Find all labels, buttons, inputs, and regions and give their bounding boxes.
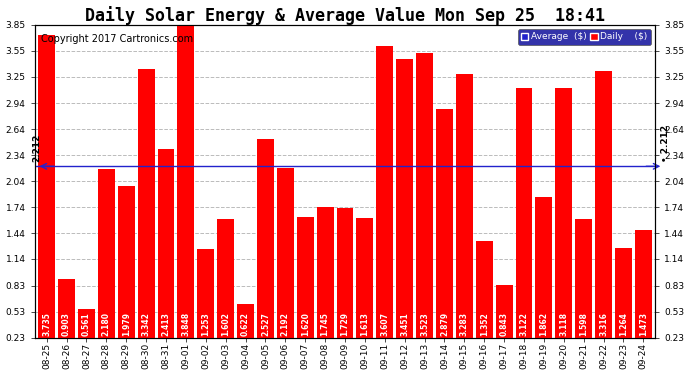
Bar [157, 149, 175, 357]
Text: 3.122: 3.122 [520, 312, 529, 336]
Bar [197, 249, 214, 357]
Text: 2.527: 2.527 [261, 312, 270, 336]
Title: Daily Solar Energy & Average Value Mon Sep 25  18:41: Daily Solar Energy & Average Value Mon S… [85, 6, 605, 24]
Bar [376, 46, 393, 357]
Bar [535, 196, 553, 357]
Text: 3.283: 3.283 [460, 312, 469, 336]
Text: 3.735: 3.735 [42, 312, 51, 336]
Bar [456, 74, 473, 357]
Text: 1.620: 1.620 [301, 312, 310, 336]
Text: 3.607: 3.607 [380, 312, 389, 336]
Bar [98, 169, 115, 357]
Text: 1.473: 1.473 [639, 312, 648, 336]
Text: 2.192: 2.192 [281, 312, 290, 336]
Text: 3.118: 3.118 [560, 312, 569, 336]
Text: • 2.212: • 2.212 [661, 125, 670, 162]
Bar [257, 139, 274, 357]
Legend: Average  ($), Daily    ($): Average ($), Daily ($) [518, 29, 651, 45]
Bar [615, 248, 632, 357]
Text: 1.979: 1.979 [121, 312, 130, 336]
Text: 1.862: 1.862 [540, 312, 549, 336]
Text: 1.352: 1.352 [480, 312, 489, 336]
Bar [357, 218, 373, 357]
Text: 1.602: 1.602 [221, 312, 230, 336]
Bar [78, 309, 95, 357]
Text: 2.413: 2.413 [161, 312, 170, 336]
Bar [515, 88, 533, 357]
Text: 3.451: 3.451 [400, 312, 409, 336]
Text: 1.729: 1.729 [340, 312, 350, 336]
Bar [555, 88, 572, 357]
Bar [396, 59, 413, 357]
Bar [297, 217, 314, 357]
Bar [575, 219, 592, 357]
Text: 1.264: 1.264 [619, 312, 628, 336]
Text: 2.212: 2.212 [32, 134, 41, 162]
Text: 2.180: 2.180 [102, 312, 111, 336]
Text: 1.253: 1.253 [201, 312, 210, 336]
Bar [277, 168, 294, 357]
Bar [118, 186, 135, 357]
Text: 3.848: 3.848 [181, 312, 190, 336]
Text: 0.843: 0.843 [500, 312, 509, 336]
Bar [58, 279, 75, 357]
Bar [137, 69, 155, 357]
Text: 0.903: 0.903 [62, 312, 71, 336]
Text: 3.523: 3.523 [420, 312, 429, 336]
Text: 1.598: 1.598 [579, 312, 588, 336]
Bar [416, 53, 433, 357]
Text: Copyright 2017 Cartronics.com: Copyright 2017 Cartronics.com [41, 34, 193, 44]
Bar [217, 219, 234, 357]
Bar [317, 207, 333, 357]
Bar [337, 208, 353, 357]
Bar [436, 109, 453, 357]
Text: 1.613: 1.613 [360, 312, 369, 336]
Text: 2.879: 2.879 [440, 312, 449, 336]
Text: 3.342: 3.342 [141, 312, 150, 336]
Text: 0.561: 0.561 [82, 312, 91, 336]
Bar [595, 71, 612, 357]
Bar [635, 230, 652, 357]
Text: 1.745: 1.745 [321, 312, 330, 336]
Text: 3.316: 3.316 [599, 312, 608, 336]
Bar [476, 241, 493, 357]
Bar [177, 25, 195, 357]
Bar [38, 34, 55, 357]
Bar [237, 304, 254, 357]
Text: 0.622: 0.622 [241, 312, 250, 336]
Bar [495, 285, 513, 357]
